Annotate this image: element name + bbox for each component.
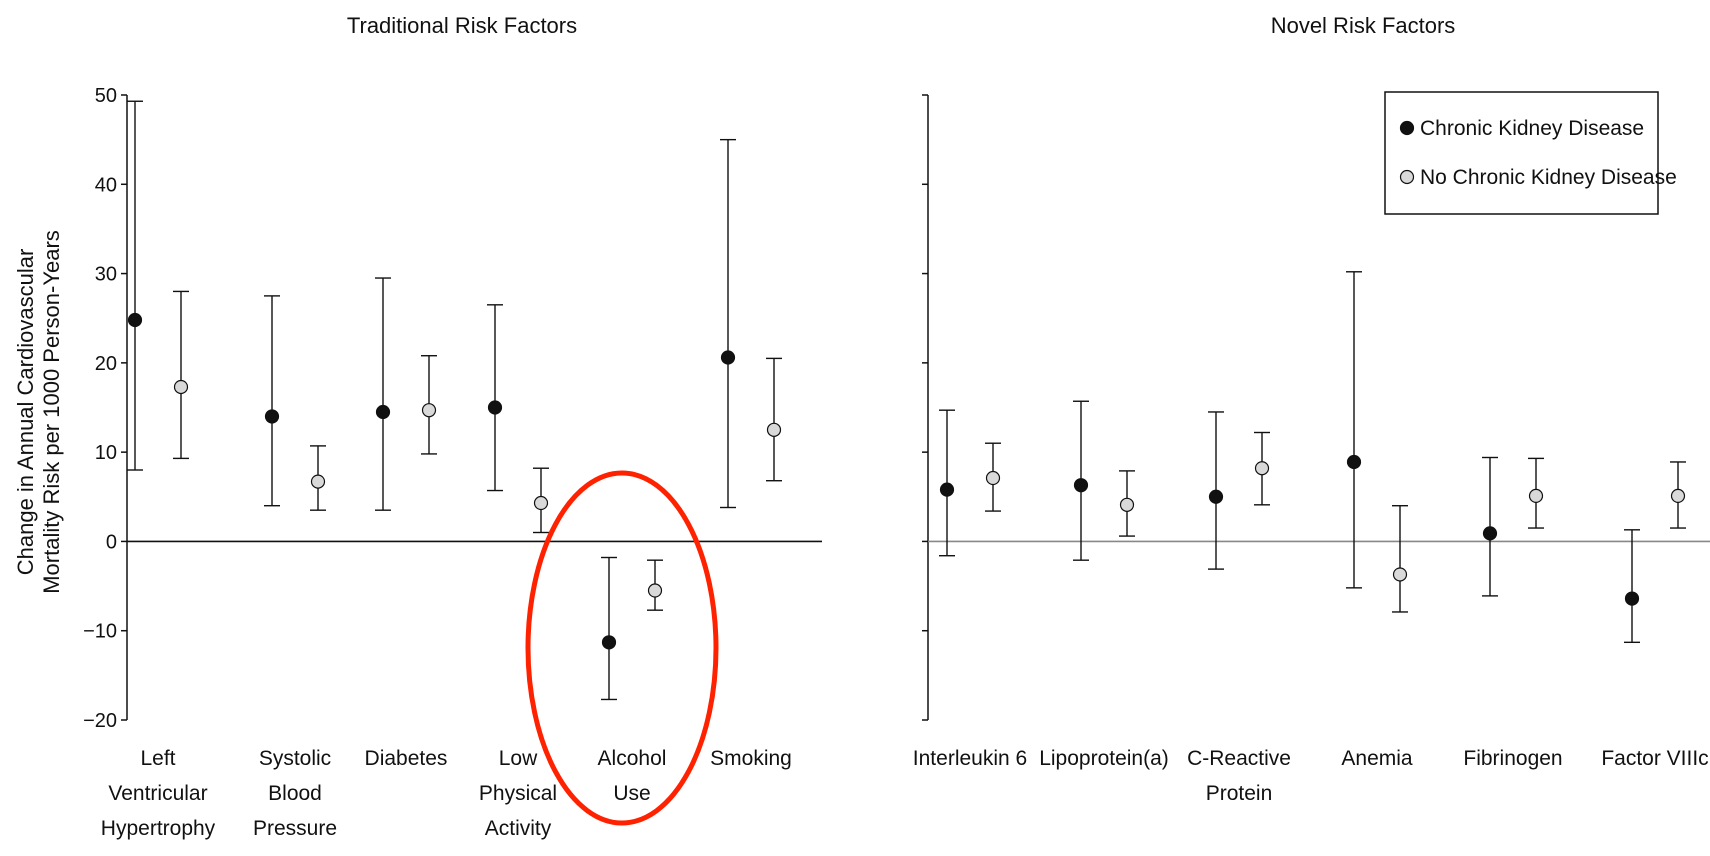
data-point-ckd bbox=[939, 482, 955, 497]
y-tick-label: 50 bbox=[95, 85, 117, 107]
y-axis-title-line-1: Change in Annual Cardiovascular bbox=[13, 249, 38, 576]
category-label: Factor VIIIc bbox=[1601, 747, 1708, 770]
y-tick-label: 10 bbox=[95, 442, 117, 464]
data-point-no-ckd bbox=[1392, 567, 1408, 582]
category-label: Alcohol Use bbox=[598, 747, 667, 805]
legend-label-no-ckd: No Chronic Kidney Disease bbox=[1420, 166, 1677, 189]
data-point-ckd bbox=[487, 400, 503, 415]
data-point-no-ckd bbox=[1119, 497, 1135, 512]
data-point-no-ckd bbox=[533, 495, 549, 511]
data-point-no-ckd bbox=[173, 379, 189, 395]
legend-box bbox=[1384, 91, 1659, 215]
category-label: Lipoprotein(a) bbox=[1039, 747, 1169, 770]
data-point-ckd bbox=[264, 409, 280, 424]
y-tick-label: 20 bbox=[95, 353, 117, 375]
category-label: Systolic Blood Pressure bbox=[253, 747, 337, 840]
y-tick-label: 40 bbox=[95, 174, 117, 196]
data-point-ckd bbox=[1624, 591, 1640, 606]
data-point-no-ckd bbox=[985, 470, 1001, 486]
category-label: C-Reactive Protein bbox=[1187, 747, 1291, 805]
category-label: Anemia bbox=[1341, 747, 1413, 770]
data-point-ckd bbox=[127, 312, 143, 328]
data-point-no-ckd bbox=[1670, 488, 1686, 503]
data-point-ckd bbox=[720, 350, 736, 365]
left-chart-title: Traditional Risk Factors bbox=[347, 13, 577, 38]
category-label: Diabetes bbox=[365, 747, 448, 770]
data-point-no-ckd bbox=[647, 583, 663, 598]
y-tick-label: −10 bbox=[83, 621, 117, 643]
data-point-ckd bbox=[601, 635, 617, 650]
data-point-no-ckd bbox=[421, 403, 437, 418]
y-axis-title-line-2: Mortality Risk per 1000 Person-Years bbox=[39, 230, 64, 594]
category-label: Fibrinogen bbox=[1463, 747, 1562, 770]
legend-label-ckd: Chronic Kidney Disease bbox=[1420, 117, 1644, 140]
data-point-ckd bbox=[1073, 478, 1089, 493]
alcohol-use-highlight-ellipse bbox=[525, 470, 719, 826]
category-label: Low Physical Activity bbox=[479, 747, 557, 840]
category-label: Interleukin 6 bbox=[913, 747, 1027, 770]
data-point-ckd bbox=[1346, 454, 1362, 470]
right-chart-title: Novel Risk Factors bbox=[1271, 13, 1456, 38]
data-point-no-ckd bbox=[310, 474, 326, 489]
legend-marker-no-ckd bbox=[1399, 169, 1415, 185]
data-point-no-ckd bbox=[766, 422, 782, 437]
y-axis-title: Change in Annual Cardiovascular Mortalit… bbox=[13, 230, 64, 594]
data-point-ckd bbox=[375, 404, 391, 420]
legend-marker-ckd bbox=[1399, 120, 1415, 136]
legend: Chronic Kidney Disease No Chronic Kidney… bbox=[1384, 91, 1677, 215]
category-label: Smoking bbox=[710, 747, 792, 770]
y-tick-label: −20 bbox=[83, 710, 117, 732]
data-point-no-ckd bbox=[1254, 461, 1270, 476]
y-tick-label: 30 bbox=[95, 264, 117, 286]
right-panel: Interleukin 6 Lipoprotein(a) C-Reactive Pro… bbox=[913, 94, 1710, 805]
data-point-ckd bbox=[1208, 489, 1224, 504]
left-panel: −20 −10 0 10 20 30 40 50 Left Ventricular Hypertro… bbox=[83, 85, 822, 840]
data-point-no-ckd bbox=[1528, 488, 1544, 503]
data-point-ckd bbox=[1482, 526, 1498, 541]
y-tick-label: 0 bbox=[106, 531, 117, 553]
category-label: Left Ventricular Hypertrophy bbox=[101, 747, 216, 840]
